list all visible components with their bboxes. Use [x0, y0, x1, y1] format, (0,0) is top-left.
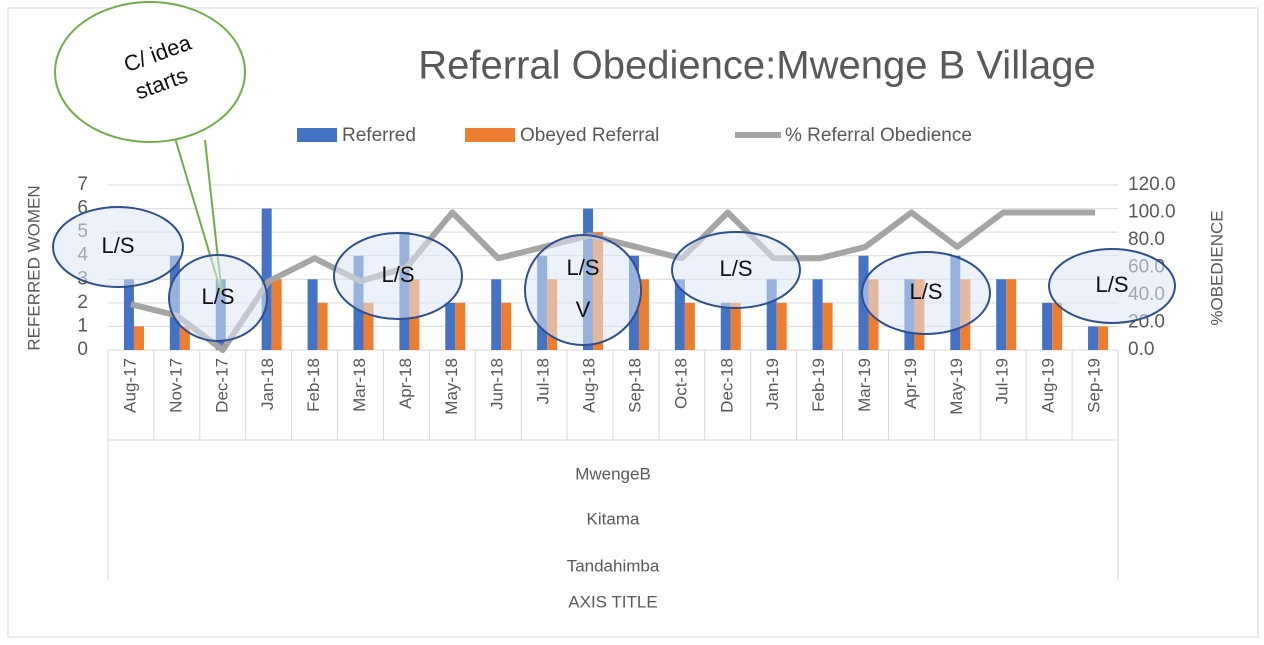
legend-swatch	[297, 128, 337, 142]
legend-label: Obeyed Referral	[520, 125, 659, 146]
y-tick-label: 1	[77, 315, 88, 336]
bar	[674, 279, 685, 350]
category-group-label: MwengeB	[575, 464, 651, 483]
y-axis-title: REFERRED WOMEN	[24, 185, 43, 350]
y2-tick-label: 100.0	[1128, 202, 1176, 223]
y-tick-label: 2	[77, 292, 88, 313]
bar	[1088, 326, 1099, 350]
annotation-ellipse	[861, 251, 991, 335]
bar	[1098, 326, 1109, 350]
category-group-label: Tandahimba	[567, 556, 660, 575]
annotation-text: L/S	[201, 284, 234, 309]
bar	[363, 302, 374, 350]
bar	[812, 279, 823, 350]
annotation-ellipse	[1048, 248, 1176, 324]
annotation-text: L/S	[381, 262, 414, 287]
x-tick-label: Apr-19	[901, 358, 920, 409]
x-tick-label: May-18	[442, 358, 461, 415]
annotation-ellipse	[52, 206, 184, 288]
y2-axis-title: %OBEDIENCE	[1207, 210, 1226, 325]
x-tick-label: Jun-18	[488, 358, 507, 410]
x-tick-label: Aug-19	[1039, 358, 1058, 413]
bar	[638, 279, 649, 350]
legend-label: % Referral Obedience	[785, 125, 972, 146]
x-tick-label: Oct-18	[671, 358, 690, 409]
annotation-text: L/S	[1095, 272, 1128, 297]
y-tick-label: 7	[77, 174, 88, 195]
bar	[822, 302, 833, 350]
annotation-ellipse	[168, 254, 268, 342]
bar	[179, 326, 190, 350]
x-tick-label: May-19	[947, 358, 966, 415]
annotation-text: L/S	[909, 279, 942, 304]
category-group-label: Kitama	[587, 509, 640, 528]
chart-title: Referral Obedience:Mwenge B Village	[418, 44, 1095, 88]
callout-bubble	[54, 1, 246, 143]
bar	[271, 279, 282, 350]
annotation-text: L/S	[566, 255, 599, 280]
bar	[133, 326, 144, 350]
x-tick-label: Jul-18	[534, 358, 553, 404]
bar	[996, 279, 1007, 350]
bar	[455, 302, 466, 350]
y2-tick-label: 80.0	[1128, 229, 1165, 250]
bar	[684, 302, 695, 350]
annotation-ellipse	[333, 232, 463, 320]
legend-swatch	[465, 128, 515, 142]
x-tick-label: Dec-17	[212, 358, 231, 413]
x-tick-label: Apr-18	[396, 358, 415, 409]
y2-tick-label: 120.0	[1128, 174, 1176, 195]
bar	[720, 302, 731, 350]
x-tick-label: Sep-18	[625, 358, 644, 413]
bar	[766, 279, 777, 350]
x-tick-label: Dec-18	[717, 358, 736, 413]
annotation-ellipse	[671, 231, 801, 309]
bar	[445, 302, 456, 350]
x-tick-label: Aug-17	[120, 358, 139, 413]
x-tick-label: Jan-19	[763, 358, 782, 410]
bar	[776, 302, 787, 350]
bar	[1052, 302, 1063, 350]
x-tick-label: Sep-19	[1085, 358, 1104, 413]
x-tick-label: Mar-18	[350, 358, 369, 412]
y-tick-label: 6	[77, 198, 88, 219]
line	[130, 209, 1096, 353]
bar	[501, 302, 512, 350]
x-tick-label: Aug-18	[580, 358, 599, 413]
bar	[317, 302, 328, 350]
annotation-text: L/S	[101, 233, 134, 258]
bar	[1006, 279, 1017, 350]
x-axis-title: AXIS TITLE	[568, 592, 657, 611]
x-tick-label: Jan-18	[258, 358, 277, 410]
x-tick-label: Feb-19	[809, 358, 828, 412]
y-tick-label: 0	[77, 339, 88, 360]
bar	[123, 279, 134, 350]
y2-tick-label: 0.0	[1128, 339, 1154, 360]
annotation-text: V	[576, 297, 591, 322]
bar	[730, 302, 741, 350]
bar	[491, 279, 502, 350]
x-tick-label: Feb-18	[304, 358, 323, 412]
x-tick-label: Nov-17	[166, 358, 185, 413]
x-tick-label: Jul-19	[993, 358, 1012, 404]
annotation-ellipse	[524, 234, 642, 346]
x-tick-label: Mar-19	[855, 358, 874, 412]
annotation-text: L/S	[719, 256, 752, 281]
bar	[1042, 302, 1053, 350]
bar	[307, 279, 318, 350]
legend-label: Referred	[342, 125, 416, 146]
